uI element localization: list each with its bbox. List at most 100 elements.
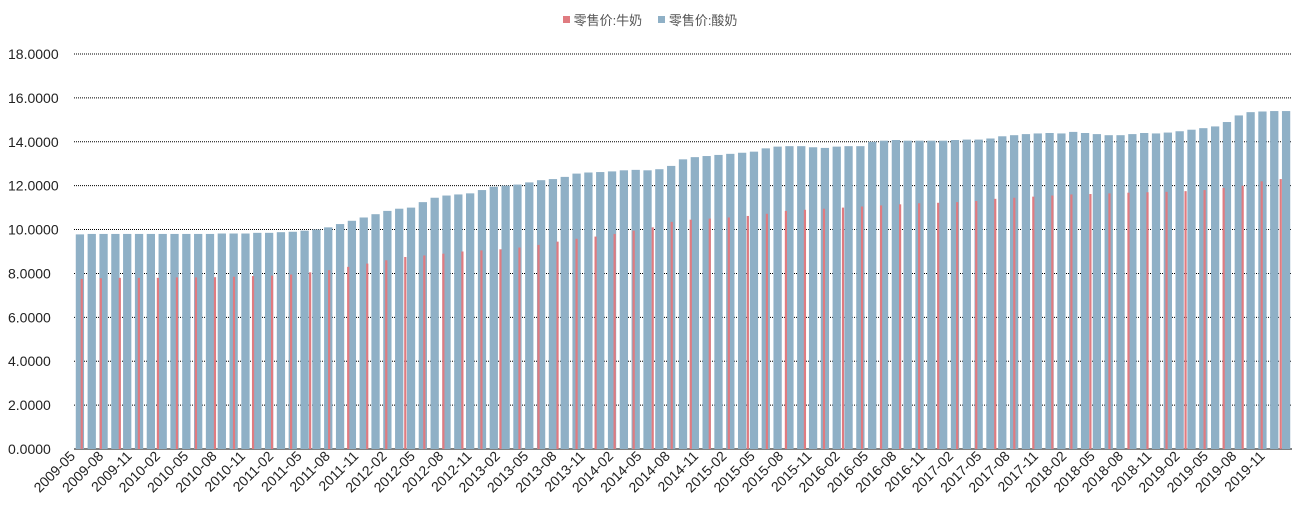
- bar-milk: [290, 274, 293, 449]
- bar-yogurt: [1187, 129, 1196, 449]
- bar-yogurt: [513, 184, 522, 449]
- bar-yogurt: [1151, 133, 1161, 449]
- bar-milk: [442, 253, 445, 449]
- bar-milk: [461, 251, 464, 449]
- bar-yogurt: [631, 169, 640, 449]
- bar-yogurt: [489, 186, 498, 449]
- bar-milk: [518, 247, 521, 449]
- bar-yogurt: [205, 233, 215, 449]
- bar-milk: [499, 249, 502, 449]
- bar-yogurt: [879, 140, 889, 449]
- bar-yogurt: [1175, 131, 1184, 450]
- bar-milk: [328, 270, 331, 449]
- bar-milk: [156, 277, 159, 449]
- y-tick-label: 2.0000: [8, 397, 51, 413]
- bar-yogurt: [182, 233, 191, 449]
- bar-yogurt: [844, 146, 853, 450]
- bar-yogurt: [797, 146, 806, 450]
- bar-yogurt: [87, 233, 96, 449]
- bar-milk: [1070, 194, 1073, 449]
- bar-yogurt: [253, 232, 262, 449]
- bar-yogurt: [856, 146, 865, 450]
- bar-yogurt: [418, 202, 427, 450]
- bar-yogurt: [347, 220, 357, 449]
- bar-milk: [727, 217, 730, 449]
- bar-milk: [1165, 191, 1168, 449]
- bar-yogurt: [111, 233, 120, 449]
- bar-milk: [480, 250, 483, 449]
- bar-yogurt: [1270, 111, 1279, 449]
- bar-milk: [689, 219, 692, 449]
- bar-yogurt: [726, 153, 735, 449]
- bar-milk: [956, 202, 959, 450]
- bar-milk: [80, 278, 83, 449]
- bar-yogurt: [1246, 112, 1255, 450]
- legend-item-yogurt: 零售价:酸奶: [657, 10, 738, 29]
- legend-label-milk: 零售价:牛奶: [573, 13, 643, 28]
- y-tick-label: 4.0000: [8, 353, 51, 369]
- bar-yogurt: [430, 197, 439, 449]
- bar-milk: [937, 202, 940, 449]
- bar-yogurt: [808, 147, 818, 449]
- bar-yogurt: [548, 179, 558, 449]
- y-tick-label: 6.0000: [8, 309, 51, 325]
- bar-yogurt: [749, 151, 759, 449]
- bar-milk: [1013, 197, 1016, 449]
- legend-label-yogurt: 零售价:酸奶: [668, 13, 738, 28]
- bar-milk: [347, 266, 350, 449]
- bar-milk: [918, 203, 921, 449]
- bar-yogurt: [217, 233, 226, 449]
- bar-yogurt: [619, 170, 629, 449]
- bar-yogurt: [75, 234, 85, 449]
- bar-yogurt: [454, 194, 463, 449]
- bar-yogurt: [406, 207, 416, 449]
- bar-yogurt: [99, 233, 108, 449]
- bar-yogurt: [312, 229, 321, 449]
- bar-yogurt: [1045, 133, 1054, 449]
- bar-yogurt: [655, 169, 664, 449]
- bar-milk: [975, 201, 978, 449]
- bar-yogurt: [986, 138, 995, 450]
- bar-milk: [1108, 193, 1111, 449]
- bar-yogurt: [737, 152, 747, 449]
- bar-milk: [613, 233, 616, 449]
- bar-yogurt: [761, 148, 770, 450]
- bar-yogurt: [466, 193, 475, 449]
- bar-milk: [309, 272, 312, 449]
- y-tick-label: 12.0000: [8, 178, 59, 194]
- bar-milk: [784, 210, 788, 449]
- bar-yogurt: [276, 232, 286, 449]
- bar-milk: [860, 206, 864, 449]
- bar-milk: [822, 208, 826, 449]
- y-tick-label: 0.0000: [8, 441, 51, 457]
- bar-milk: [670, 221, 673, 449]
- bar-yogurt: [950, 140, 960, 449]
- bar-milk: [232, 276, 236, 449]
- chart-legend: 零售价:牛奶 零售价:酸奶: [0, 10, 1300, 29]
- bar-yogurt: [832, 146, 841, 450]
- bar-yogurt: [643, 170, 652, 449]
- bar-yogurt: [891, 140, 900, 449]
- bar-milk: [118, 277, 121, 449]
- bar-yogurt: [170, 233, 179, 449]
- bar-milk: [194, 277, 198, 449]
- bar-milk: [137, 277, 140, 449]
- bar-milk: [708, 218, 711, 449]
- bar-milk: [423, 255, 426, 449]
- y-tick-label: 10.0000: [8, 222, 59, 238]
- bar-yogurt: [1234, 115, 1243, 449]
- bar-milk: [1260, 181, 1263, 449]
- bar-milk: [841, 207, 845, 449]
- bar-milk: [632, 230, 635, 449]
- bar-milk: [1222, 187, 1225, 450]
- bar-milk: [651, 227, 654, 449]
- bar-yogurt: [678, 159, 688, 449]
- bar-milk: [1146, 192, 1149, 449]
- bar-yogurt: [1092, 134, 1102, 449]
- bar-milk: [404, 256, 407, 449]
- bar-yogurt: [1080, 133, 1090, 449]
- bar-milk: [556, 241, 559, 449]
- bar-yogurt: [868, 141, 877, 449]
- bar-milk: [765, 213, 768, 449]
